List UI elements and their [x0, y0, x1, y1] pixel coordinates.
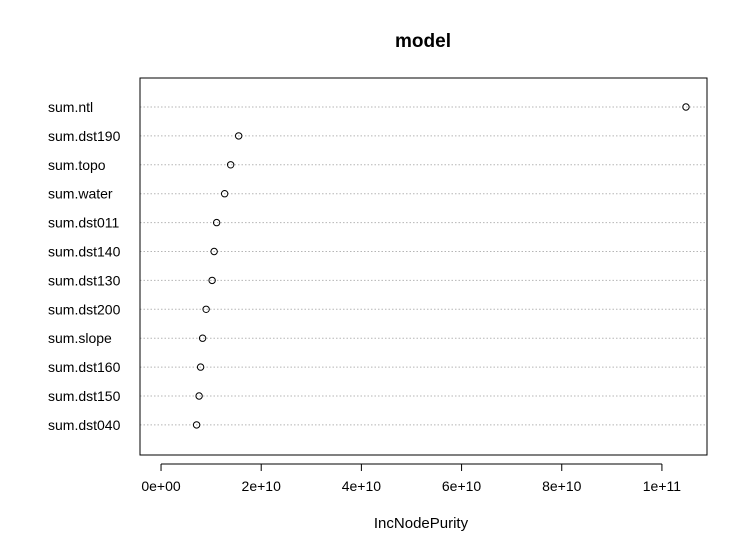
x-tick-label: 4e+10	[342, 478, 382, 494]
category-label: sum.dst200	[48, 301, 121, 317]
data-point	[682, 103, 690, 111]
data-point	[195, 392, 203, 400]
x-axis: 0e+00 2e+10 4e+10 6e+10 8e+10 1e+11	[141, 463, 681, 494]
category-label: sum.dst011	[48, 215, 120, 231]
data-point	[220, 190, 229, 198]
data-point	[234, 132, 243, 140]
x-axis-label: IncNodePurity	[374, 515, 469, 532]
category-label: sum.ntl	[48, 99, 93, 115]
category-label: sum.dst140	[48, 244, 121, 260]
data-point	[196, 363, 205, 371]
chart-title: model	[395, 31, 451, 52]
category-label: sum.water	[48, 186, 113, 202]
data-point	[192, 421, 201, 429]
x-tick-label: 0e+00	[141, 478, 181, 494]
category-label: sum.dst160	[48, 359, 121, 375]
data-point	[202, 305, 210, 313]
data-point	[208, 276, 216, 285]
category-label: sum.slope	[48, 330, 112, 346]
x-tick-label: 1e+11	[643, 478, 681, 494]
category-label: sum.topo	[48, 157, 106, 173]
data-points	[192, 103, 690, 429]
x-axis-ticks: 0e+00 2e+10 4e+10 6e+10 8e+10 1e+11	[141, 464, 681, 494]
data-point	[198, 334, 207, 342]
category-label: sum.dst130	[48, 272, 121, 288]
data-point	[226, 161, 235, 169]
category-label: sum.dst150	[48, 388, 121, 404]
category-label: sum.dst190	[48, 128, 121, 144]
data-point	[210, 247, 218, 256]
x-tick-label: 6e+10	[442, 478, 482, 494]
x-tick-label: 2e+10	[242, 478, 282, 494]
x-tick-label: 8e+10	[542, 478, 582, 494]
gridlines	[140, 106, 707, 426]
category-label: sum.dst040	[48, 417, 121, 433]
data-point	[212, 218, 221, 227]
category-labels: sum.ntl sum.dst190 sum.topo sum.water sum.ds…	[48, 99, 121, 433]
plot-frame	[139, 77, 708, 456]
